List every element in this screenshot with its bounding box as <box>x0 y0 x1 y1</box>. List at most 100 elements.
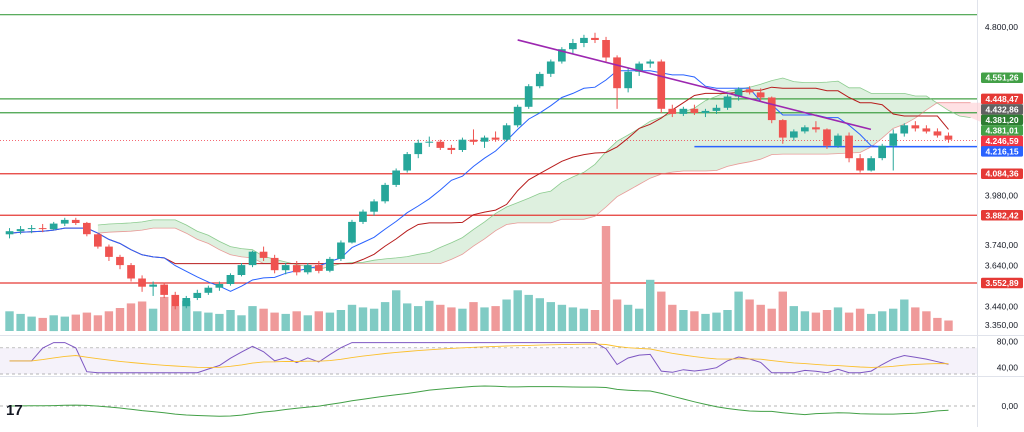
moving-average-lines <box>9 70 971 292</box>
volume-bar <box>811 312 821 331</box>
volume-bar <box>49 315 58 332</box>
volume-bar <box>944 320 953 331</box>
volume-bar <box>933 317 942 331</box>
volume-bar <box>27 316 36 331</box>
y-tick-label: 3.980,00 <box>985 191 1018 201</box>
volume-bar <box>789 306 798 331</box>
price-tag-value: 4.551,26 <box>985 73 1018 83</box>
volume-bars <box>5 226 953 332</box>
candle-up <box>303 265 312 273</box>
volume-bar <box>855 308 865 331</box>
volume-bar <box>469 302 478 331</box>
candle-up <box>734 89 743 97</box>
volume-bar <box>900 299 909 331</box>
candle-down <box>71 219 80 223</box>
current-price-value: 4.246,59 <box>985 136 1018 146</box>
volume-bar <box>215 313 224 331</box>
candle-up <box>834 135 842 146</box>
volume-bar <box>458 308 467 331</box>
candle-up <box>226 275 235 284</box>
volume-bar <box>60 316 69 331</box>
candle-up <box>712 107 721 111</box>
candle-up <box>679 108 688 114</box>
volume-bar <box>93 315 103 332</box>
price-tag-value: 3.552,89 <box>985 278 1018 288</box>
volume-bar <box>690 311 699 331</box>
rsi-tick-label: 40,00 <box>997 363 1019 373</box>
candle-up <box>513 106 522 126</box>
candle-down <box>602 40 610 58</box>
volume-bar <box>259 308 268 331</box>
candle-up <box>701 110 710 113</box>
candle-up <box>480 137 489 142</box>
volume-bar <box>71 314 80 331</box>
trendline-group <box>517 39 872 131</box>
volume-bar <box>292 311 301 331</box>
candle-down <box>745 89 754 93</box>
volume-bar <box>513 290 522 331</box>
volume-bar <box>369 308 379 331</box>
candle-up <box>580 37 588 43</box>
rsi-ma-line <box>9 343 949 368</box>
candle-up <box>801 127 809 132</box>
descending-trendline <box>517 39 872 131</box>
candle-up <box>5 231 14 235</box>
volume-bar <box>867 313 876 331</box>
price-tag <box>981 125 1023 136</box>
price-tag-value: 4.432,86 <box>985 104 1018 114</box>
volume-bar <box>612 299 622 331</box>
volume-bar <box>679 310 688 331</box>
candle-down <box>292 265 301 273</box>
tradingview-logo[interactable]: 17 <box>6 402 23 419</box>
candle-up <box>193 292 202 298</box>
candle-down <box>756 92 765 98</box>
volume-bar <box>204 312 213 331</box>
candle-down <box>160 284 168 295</box>
volume-bar <box>524 294 533 331</box>
candle-up <box>790 131 798 138</box>
volume-bar <box>182 300 191 331</box>
y-tick-label: 3.740,00 <box>985 240 1018 250</box>
candle-up <box>524 86 533 107</box>
volume-bar <box>646 279 655 331</box>
candle-up <box>381 184 389 202</box>
price-axis[interactable]: 4.800,00 3.980,00 3.740,00 3.640,00 3.440,00… <box>981 22 1023 330</box>
candle-down <box>436 141 445 148</box>
price-tag <box>981 72 1023 83</box>
volume-bar <box>5 311 14 331</box>
candle-down <box>812 127 820 130</box>
volume-bar <box>601 226 611 331</box>
volume-bar <box>800 311 810 331</box>
candle-down <box>38 228 47 230</box>
volume-bar <box>590 310 600 331</box>
volume-bar <box>734 291 743 331</box>
volume-bar <box>160 296 169 331</box>
volume-bar <box>126 303 136 331</box>
candle-up <box>624 71 632 89</box>
candle-down <box>138 278 146 287</box>
price-tag-value: 4.381,01 <box>985 125 1018 135</box>
volume-bar <box>82 312 92 331</box>
candle-up <box>425 141 434 143</box>
candle-down <box>127 265 135 279</box>
price-tag <box>981 114 1023 126</box>
momentum-line <box>9 385 949 417</box>
candle-up <box>392 170 400 185</box>
price-tag-value: 4.084,36 <box>985 169 1018 179</box>
y-tick-label: 4.800,00 <box>985 22 1018 32</box>
candle-down <box>922 128 931 132</box>
volume-bar <box>137 301 147 331</box>
volume-bar <box>104 311 114 331</box>
volume-bar <box>270 312 279 331</box>
candle-up <box>723 96 732 108</box>
candle-up <box>326 258 334 271</box>
senkou-span-b <box>97 102 971 265</box>
volume-bar <box>635 308 644 331</box>
volume-bar <box>756 304 765 332</box>
candle-down <box>270 257 279 271</box>
candle-up <box>900 125 909 134</box>
rsi-line <box>9 342 949 374</box>
